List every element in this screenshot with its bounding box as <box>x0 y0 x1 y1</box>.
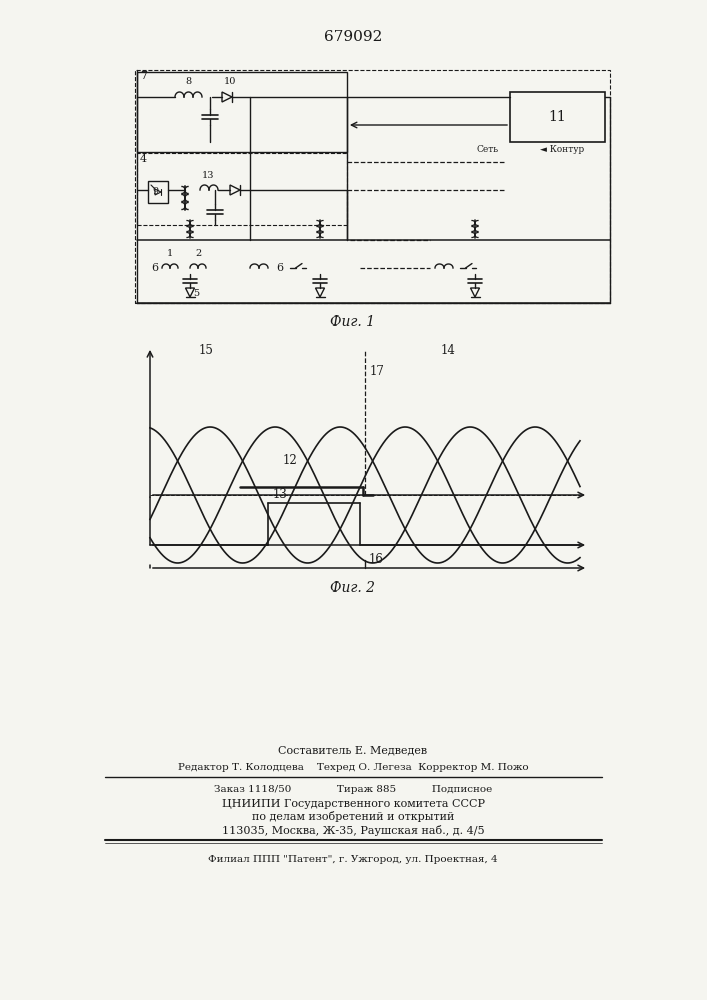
Text: Составитель Е. Медведев: Составитель Е. Медведев <box>279 745 428 755</box>
Text: 6: 6 <box>151 263 158 273</box>
Text: Заказ 1118/50              Тираж 885           Подписное: Заказ 1118/50 Тираж 885 Подписное <box>214 786 492 794</box>
Text: 5: 5 <box>193 288 199 298</box>
Text: 1: 1 <box>167 249 173 258</box>
Text: 12: 12 <box>283 454 298 467</box>
Text: 16: 16 <box>369 553 384 566</box>
Text: 6: 6 <box>276 263 284 273</box>
Text: 17: 17 <box>370 365 385 378</box>
Text: Филиал ППП "Патент", г. Ужгород, ул. Проектная, 4: Филиал ППП "Патент", г. Ужгород, ул. Про… <box>208 854 498 863</box>
Text: 679092: 679092 <box>324 30 382 44</box>
Bar <box>148 181 168 203</box>
Text: 113035, Москва, Ж-35, Раушская наб., д. 4/5: 113035, Москва, Ж-35, Раушская наб., д. … <box>222 824 484 836</box>
Text: 11: 11 <box>549 110 566 124</box>
Text: Редактор Т. Колодцева    Техред О. Легеза  Корректор М. Пожо: Редактор Т. Колодцева Техред О. Легеза К… <box>177 762 528 772</box>
Text: ЦНИИПИ Государственного комитета СССР: ЦНИИПИ Государственного комитета СССР <box>221 799 484 809</box>
Text: 15: 15 <box>199 344 214 357</box>
Bar <box>137 153 347 225</box>
Text: 13: 13 <box>201 171 214 180</box>
Text: 7: 7 <box>140 71 147 81</box>
Text: 13: 13 <box>272 488 287 501</box>
Text: Фиг. 2: Фиг. 2 <box>330 581 375 595</box>
Bar <box>510 92 605 142</box>
Bar <box>137 72 347 152</box>
Text: 4: 4 <box>140 154 147 164</box>
Text: Фиг. 1: Фиг. 1 <box>330 315 375 329</box>
Text: 14: 14 <box>440 344 455 357</box>
Text: 10: 10 <box>224 77 236 86</box>
Text: ◄ Контур: ◄ Контур <box>540 144 584 153</box>
Bar <box>135 70 610 303</box>
Text: Сеть: Сеть <box>477 144 499 153</box>
Text: 8: 8 <box>185 77 191 86</box>
Text: 2: 2 <box>195 249 201 258</box>
Text: по делам изобретений и открытий: по делам изобретений и открытий <box>252 812 454 822</box>
Text: 9: 9 <box>152 188 158 196</box>
